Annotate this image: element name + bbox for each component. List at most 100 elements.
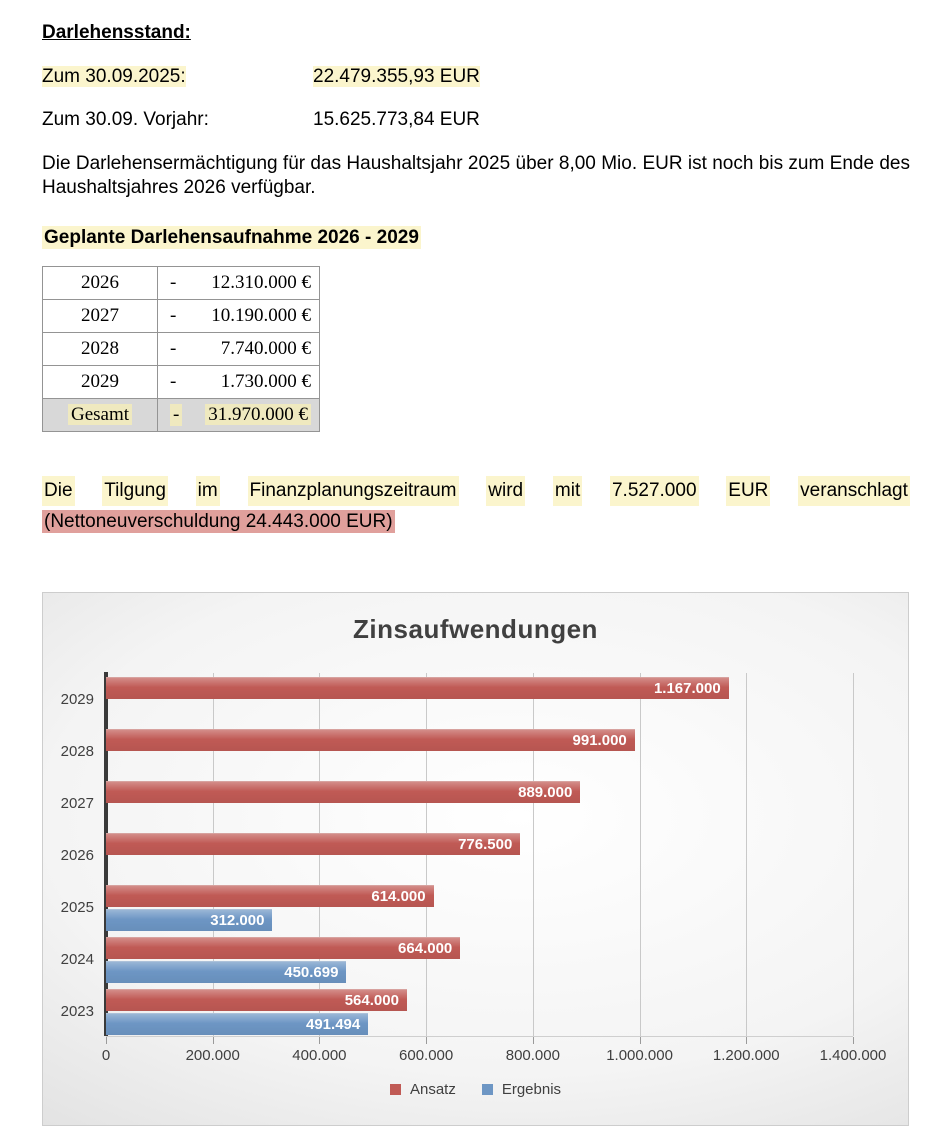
category-label-2024: 2024 (60, 950, 94, 968)
bar-ansatz-2023: 564.000 (106, 989, 407, 1011)
bar-ansatz-2027: 889.000 (106, 781, 581, 803)
bar-label: 1.167.000 (653, 680, 721, 697)
loan-balance-current-label: Zum 30.09.2025: (42, 66, 186, 87)
dash-sign: - (170, 404, 183, 426)
amount-cell: - 10.190.000 € (157, 299, 320, 333)
authorization-paragraph: Die Darlehensermächtigung für das Hausha… (42, 153, 910, 198)
table-row: 2028 - 7.740.000 € (42, 332, 320, 366)
category-band-2025: 2025 614.000 312.000 (61, 881, 853, 933)
year-label: 2027 (81, 305, 119, 326)
year-cell: 2026 (42, 266, 158, 300)
loan-balance-prior-label: Zum 30.09. Vorjahr: (42, 109, 209, 130)
x-tick-label: 1.200.000 (712, 1047, 780, 1064)
year-cell: Gesamt (42, 398, 158, 432)
axis-tick (319, 1037, 321, 1044)
axis-tick (106, 1037, 107, 1044)
amount-cell: - 12.310.000 € (157, 266, 320, 300)
bar-ansatz-2024: 664.000 (106, 937, 461, 959)
category-band-2024: 2024 664.000 450.699 (61, 933, 853, 985)
bar-ergebnis-2025: 312.000 (106, 909, 273, 931)
category-band-2028: 2028 991.000 (61, 725, 853, 777)
year-cell: 2027 (42, 299, 158, 333)
tilgung-line2: (Nettoneuverschuldung 24.443.000 EUR) (42, 510, 395, 533)
dash-sign: - (170, 305, 177, 326)
bar-ansatz-2028: 991.000 (106, 729, 635, 751)
highlighted-word: Finanzplanungszeitraum (247, 476, 459, 506)
chart-title: Zinsaufwendungen (353, 614, 598, 644)
x-tick-label: 1.400.000 (819, 1047, 887, 1064)
loan-balance-prior-row: Zum 30.09. Vorjahr: 15.625.773,84 EUR (42, 109, 951, 130)
amount-value: 31.970.000 € (158, 404, 319, 426)
table-row: Gesamt - 31.970.000 € (42, 398, 320, 432)
planned-loans-table: 2026 - 12.310.000 € 2027 - 10.190.000 € 2028 - 7… (42, 266, 320, 432)
amount-value: 1.730.000 € (158, 371, 319, 393)
highlighted-word: mit (552, 476, 583, 506)
year-cell: 2028 (42, 332, 158, 366)
loan-balance-current-row: Zum 30.09.2025: 22.479.355,93 EUR (42, 66, 951, 87)
axis-tick (853, 1037, 854, 1044)
bar-label: 664.000 (398, 940, 453, 957)
x-axis-ticks (106, 1037, 854, 1045)
category-label-2023: 2023 (60, 1002, 94, 1020)
x-tick-label: 800.000 (505, 1047, 560, 1064)
tilgung-paragraph: Die Tilgung im Finanzplanungszeitraum wird mi… (42, 476, 910, 536)
highlighted-word: im (195, 476, 220, 506)
axis-tick (639, 1037, 641, 1044)
amount-cell: - 1.730.000 € (157, 365, 320, 399)
bar-label: 776.500 (458, 836, 513, 853)
dash-sign: - (170, 338, 177, 359)
section-title: Darlehensstand: (42, 22, 191, 43)
bar-ergebnis-2023: 491.494 (106, 1013, 369, 1035)
axis-tick (746, 1037, 748, 1044)
highlighted-word: Tilgung (102, 476, 168, 506)
axis-tick (532, 1037, 534, 1044)
highlighted-word: Die (42, 476, 75, 506)
bar-label: 991.000 (572, 732, 627, 749)
bar-ergebnis-2024: 450.699 (106, 961, 347, 983)
amount-text: 10.190.000 € (211, 305, 311, 326)
legend-swatch-ergebnis (481, 1084, 493, 1095)
amount-text: 7.740.000 € (220, 338, 311, 359)
tilgung-line1: Die Tilgung im Finanzplanungszeitraum wird mi… (42, 476, 910, 506)
year-label: 2026 (81, 272, 119, 293)
gridline (853, 673, 854, 1036)
category-label-2029: 2029 (60, 690, 94, 708)
year-label: 2029 (81, 371, 119, 392)
legend-swatch-ansatz (389, 1084, 401, 1095)
chart-legend: Ansatz Ergebnis (43, 1081, 908, 1098)
table-row: 2029 - 1.730.000 € (42, 365, 320, 399)
amount-cell: - 7.740.000 € (157, 332, 320, 366)
amount-text: 31.970.000 € (205, 404, 311, 425)
year-label: 2028 (81, 338, 119, 359)
dash-sign: - (170, 371, 177, 392)
bar-label: 614.000 (371, 888, 426, 905)
loan-balance-prior-value: 15.625.773,84 EUR (313, 109, 480, 130)
category-band-2029: 2029 1.167.000 (61, 673, 853, 725)
amount-value: 7.740.000 € (158, 338, 319, 360)
year-label: Gesamt (67, 404, 133, 425)
legend-label: Ergebnis (501, 1081, 562, 1098)
category-band-2023: 2023 564.000 491.494 (61, 985, 853, 1037)
legend-item-ansatz: Ansatz (389, 1081, 456, 1098)
bar-label: 450.699 (284, 964, 339, 981)
axis-tick (426, 1037, 428, 1044)
axis-tick (212, 1037, 214, 1044)
category-band-2026: 2026 776.500 (61, 829, 853, 881)
bar-ansatz-2026: 776.500 (106, 833, 521, 855)
category-label-2025: 2025 (60, 898, 94, 916)
x-tick-label: 400.000 (292, 1047, 347, 1064)
year-cell: 2029 (42, 365, 158, 399)
highlighted-word: wird (486, 476, 526, 506)
bar-label: 312.000 (210, 912, 265, 929)
legend-label: Ansatz (409, 1081, 456, 1098)
chart-plot-area: 2029 1.167.000 2028 991.000 2027 889.000 2026 7… (61, 672, 854, 1037)
bar-label: 564.000 (344, 992, 399, 1009)
gridline (746, 673, 748, 1036)
zinsaufwendungen-chart: Zinsaufwendungen 2029 1.167.000 2028 991.00… (42, 592, 909, 1126)
highlighted-word: veranschlagt (798, 476, 910, 506)
category-label-2027: 2027 (60, 794, 94, 812)
bar-label: 491.494 (306, 1016, 361, 1033)
x-tick-label: 600.000 (399, 1047, 454, 1064)
amount-text: 12.310.000 € (211, 272, 311, 293)
